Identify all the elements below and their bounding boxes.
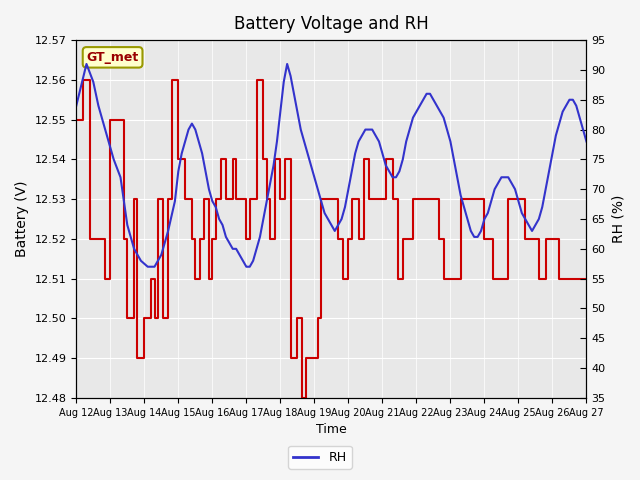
RH bbox=[504, 174, 512, 180]
RH bbox=[185, 127, 193, 132]
BattV bbox=[372, 196, 380, 202]
Line: RH: RH bbox=[76, 64, 586, 267]
RH bbox=[144, 264, 152, 270]
BattV bbox=[299, 395, 307, 401]
BattV bbox=[209, 236, 216, 242]
RH bbox=[72, 103, 80, 108]
Title: Battery Voltage and RH: Battery Voltage and RH bbox=[234, 15, 429, 33]
Legend: RH: RH bbox=[289, 446, 351, 469]
X-axis label: Time: Time bbox=[316, 423, 347, 436]
RH bbox=[307, 162, 315, 168]
RH bbox=[501, 174, 509, 180]
BattV bbox=[484, 236, 492, 242]
Y-axis label: Battery (V): Battery (V) bbox=[15, 181, 29, 257]
Text: GT_met: GT_met bbox=[86, 51, 139, 64]
RH bbox=[562, 103, 570, 108]
BattV bbox=[72, 117, 80, 122]
RH bbox=[582, 139, 590, 144]
Y-axis label: RH (%): RH (%) bbox=[611, 195, 625, 243]
BattV bbox=[79, 77, 87, 83]
BattV bbox=[569, 276, 577, 282]
BattV bbox=[582, 276, 590, 282]
Line: BattV: BattV bbox=[76, 80, 586, 398]
RH bbox=[508, 180, 515, 186]
BattV bbox=[334, 196, 342, 202]
BattV bbox=[321, 196, 328, 202]
RH bbox=[83, 61, 90, 67]
